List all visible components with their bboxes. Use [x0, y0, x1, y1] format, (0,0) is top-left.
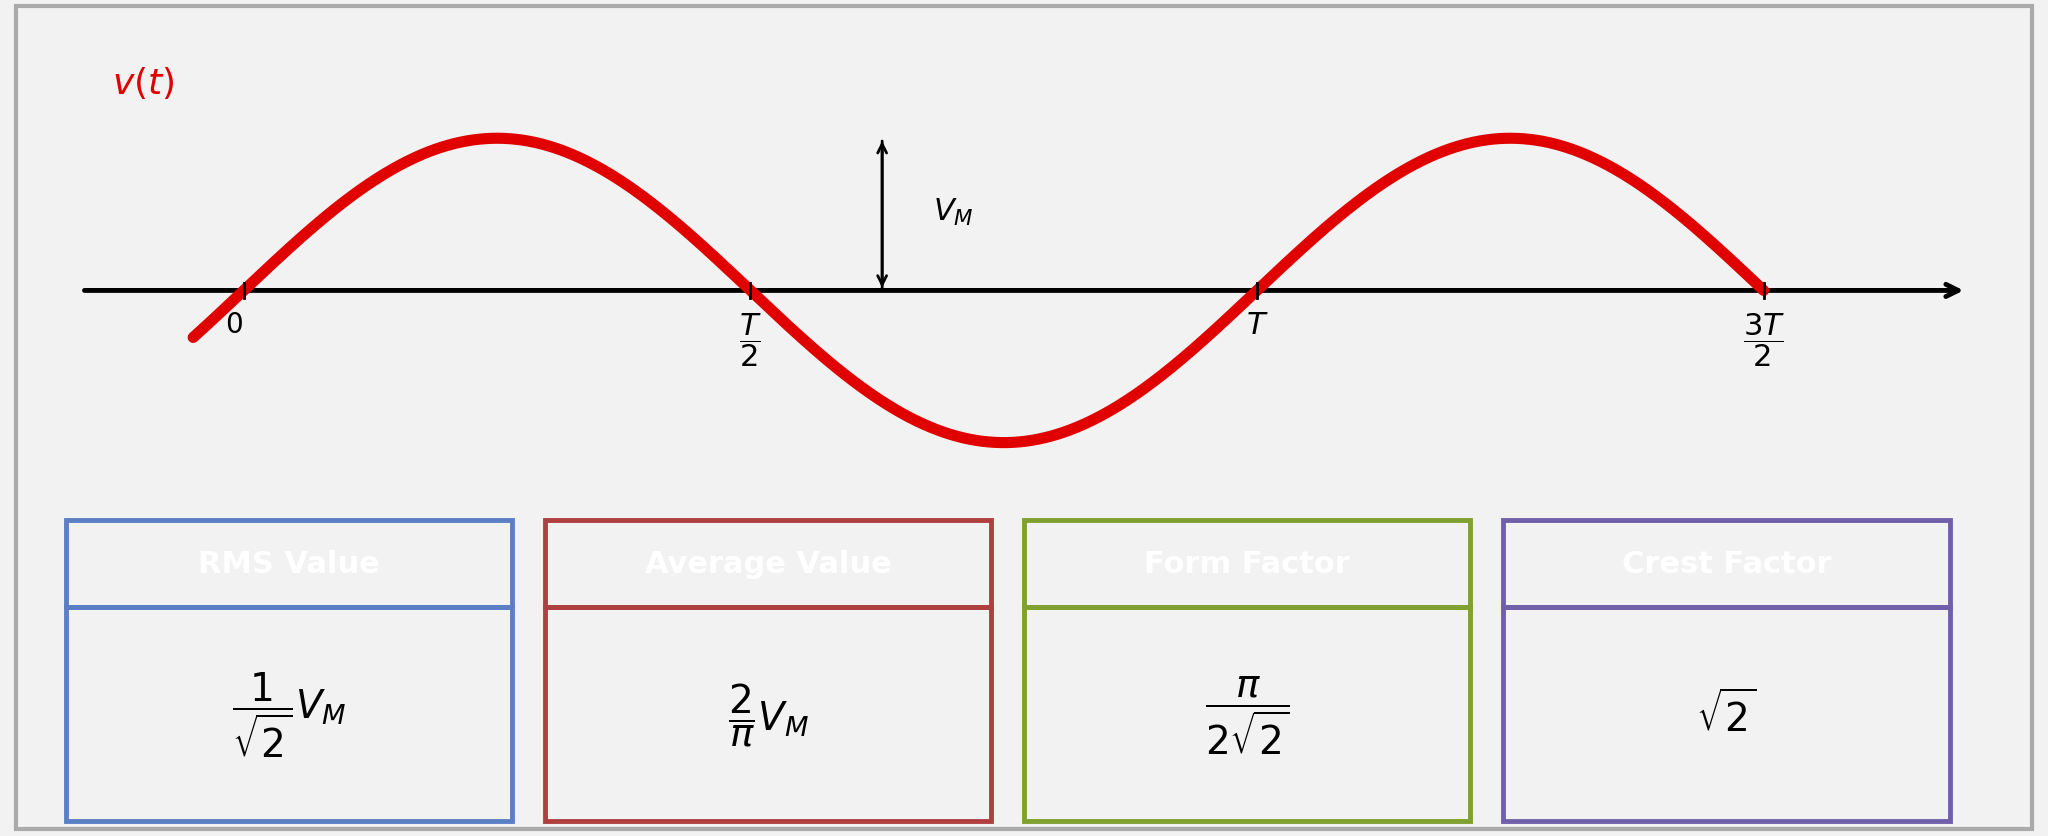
- Text: Form Factor: Form Factor: [1145, 549, 1350, 579]
- Text: $0$: $0$: [225, 311, 242, 339]
- Text: $\dfrac{3T}{2}$: $\dfrac{3T}{2}$: [1743, 311, 1784, 369]
- Text: $\sqrt{2}$: $\sqrt{2}$: [1696, 691, 1757, 738]
- Text: $\dfrac{\pi}{2\sqrt{2}}$: $\dfrac{\pi}{2\sqrt{2}}$: [1204, 673, 1290, 756]
- Text: $V_M$: $V_M$: [932, 196, 973, 227]
- Text: RMS Value: RMS Value: [199, 549, 379, 579]
- Text: Average Value: Average Value: [645, 549, 891, 579]
- Text: $v(t)$: $v(t)$: [113, 65, 174, 101]
- Text: $T$: $T$: [1245, 311, 1268, 339]
- Text: $\dfrac{2}{\pi}V_M$: $\dfrac{2}{\pi}V_M$: [727, 681, 809, 748]
- Text: $\dfrac{T}{2}$: $\dfrac{T}{2}$: [739, 311, 762, 369]
- Text: $\dfrac{1}{\sqrt{2}}V_M$: $\dfrac{1}{\sqrt{2}}V_M$: [231, 670, 346, 759]
- Text: Crest Factor: Crest Factor: [1622, 549, 1831, 579]
